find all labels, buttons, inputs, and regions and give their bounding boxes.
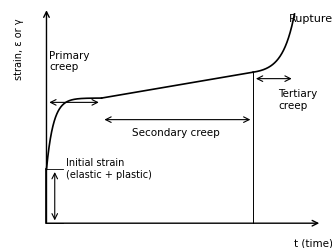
Text: strain, ε or γ: strain, ε or γ	[14, 18, 24, 80]
Text: Primary
creep: Primary creep	[49, 51, 90, 72]
Text: Tertiary
creep: Tertiary creep	[278, 90, 317, 111]
Text: Secondary creep: Secondary creep	[132, 128, 220, 138]
Text: Rupture: Rupture	[289, 14, 332, 24]
Text: t (time): t (time)	[294, 238, 332, 248]
Text: Initial strain
(elastic + plastic): Initial strain (elastic + plastic)	[66, 158, 152, 180]
